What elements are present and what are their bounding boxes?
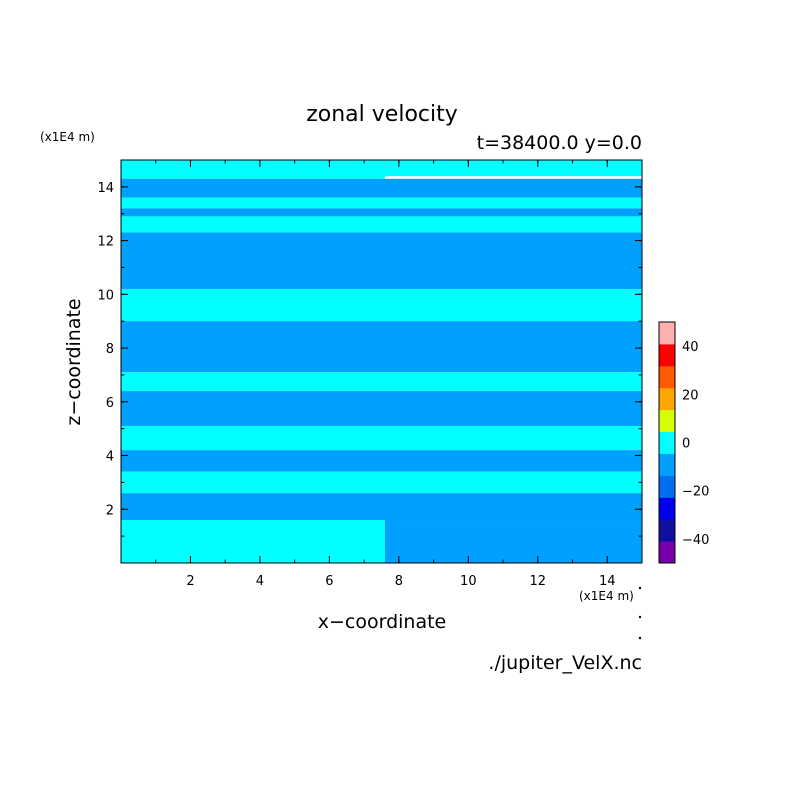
field-band bbox=[121, 520, 385, 563]
field-band bbox=[121, 321, 642, 373]
field-band bbox=[121, 197, 642, 209]
x-tick-label: 10 bbox=[460, 574, 477, 589]
source-file-label: ./jupiter_VelX.nc bbox=[488, 652, 642, 674]
field-band bbox=[121, 208, 642, 217]
y-tick-label: 8 bbox=[106, 342, 114, 357]
colorbar-tick-label: −40 bbox=[682, 533, 709, 548]
colorbar-segment bbox=[659, 475, 675, 498]
x-unit-label: (x1E4 m) bbox=[579, 589, 634, 603]
field-band bbox=[384, 160, 642, 177]
colorbar-tick-label: 40 bbox=[682, 340, 699, 355]
y-tick-label: 2 bbox=[106, 503, 114, 518]
y-axis-label: z−coordinate bbox=[63, 298, 85, 425]
field-band bbox=[121, 471, 642, 494]
field-band bbox=[121, 160, 385, 179]
x-tick-label: 14 bbox=[599, 574, 616, 589]
x-tick-label: 12 bbox=[530, 574, 547, 589]
x-axis-label: x−coordinate bbox=[318, 611, 447, 633]
field-band bbox=[121, 425, 642, 451]
y-tick-label: 10 bbox=[97, 288, 114, 303]
colorbar-segment bbox=[659, 453, 675, 476]
chart-subtitle: t=38400.0 y=0.0 bbox=[477, 132, 642, 154]
colorbar-frame bbox=[658, 321, 676, 564]
field-band bbox=[384, 520, 642, 563]
field-band bbox=[121, 232, 642, 289]
y-unit-label: (x1E4 m) bbox=[40, 130, 95, 144]
field-band bbox=[121, 288, 642, 322]
field-band bbox=[121, 391, 642, 426]
axis-ticks: 2 4 6 8 10 12 14 2 4 6 8 10 12 14 bbox=[97, 160, 642, 589]
marker-dot bbox=[638, 615, 642, 619]
heatmap-field bbox=[121, 160, 642, 563]
y-tick-label: 4 bbox=[106, 450, 114, 465]
colorbar-labels: 40 20 0 −20 −40 bbox=[682, 340, 709, 548]
y-tick-label: 14 bbox=[97, 181, 114, 196]
colorbar-segment bbox=[659, 431, 675, 454]
marker-dot bbox=[638, 586, 642, 590]
colorbar-segment bbox=[659, 322, 675, 345]
colorbar-segment bbox=[659, 343, 675, 367]
colorbar-segment bbox=[659, 387, 675, 411]
x-tick-label: 2 bbox=[186, 574, 194, 589]
field-band bbox=[121, 216, 642, 233]
colorbar-tick-label: 0 bbox=[682, 437, 690, 452]
field-band bbox=[121, 372, 642, 392]
marker-dot bbox=[638, 636, 642, 640]
colorbar-segment bbox=[659, 519, 675, 542]
x-tick-label: 4 bbox=[256, 574, 264, 589]
field-band bbox=[121, 178, 642, 198]
y-tick-label: 6 bbox=[106, 396, 114, 411]
colorbar bbox=[659, 322, 675, 564]
colorbar-tick-label: −20 bbox=[682, 485, 709, 500]
x-tick-label: 6 bbox=[325, 574, 333, 589]
y-tick-label: 12 bbox=[97, 235, 114, 250]
field-band bbox=[121, 493, 642, 521]
colorbar-segment bbox=[659, 497, 675, 520]
x-tick-label: 8 bbox=[395, 574, 403, 589]
chart-title: zonal velocity bbox=[306, 102, 458, 127]
colorbar-tick-label: 20 bbox=[682, 388, 699, 403]
colorbar-segment bbox=[659, 365, 675, 389]
field-band bbox=[121, 450, 642, 472]
plot-frame bbox=[120, 159, 643, 564]
colorbar-segment bbox=[659, 541, 675, 564]
colorbar-segment bbox=[659, 409, 675, 433]
